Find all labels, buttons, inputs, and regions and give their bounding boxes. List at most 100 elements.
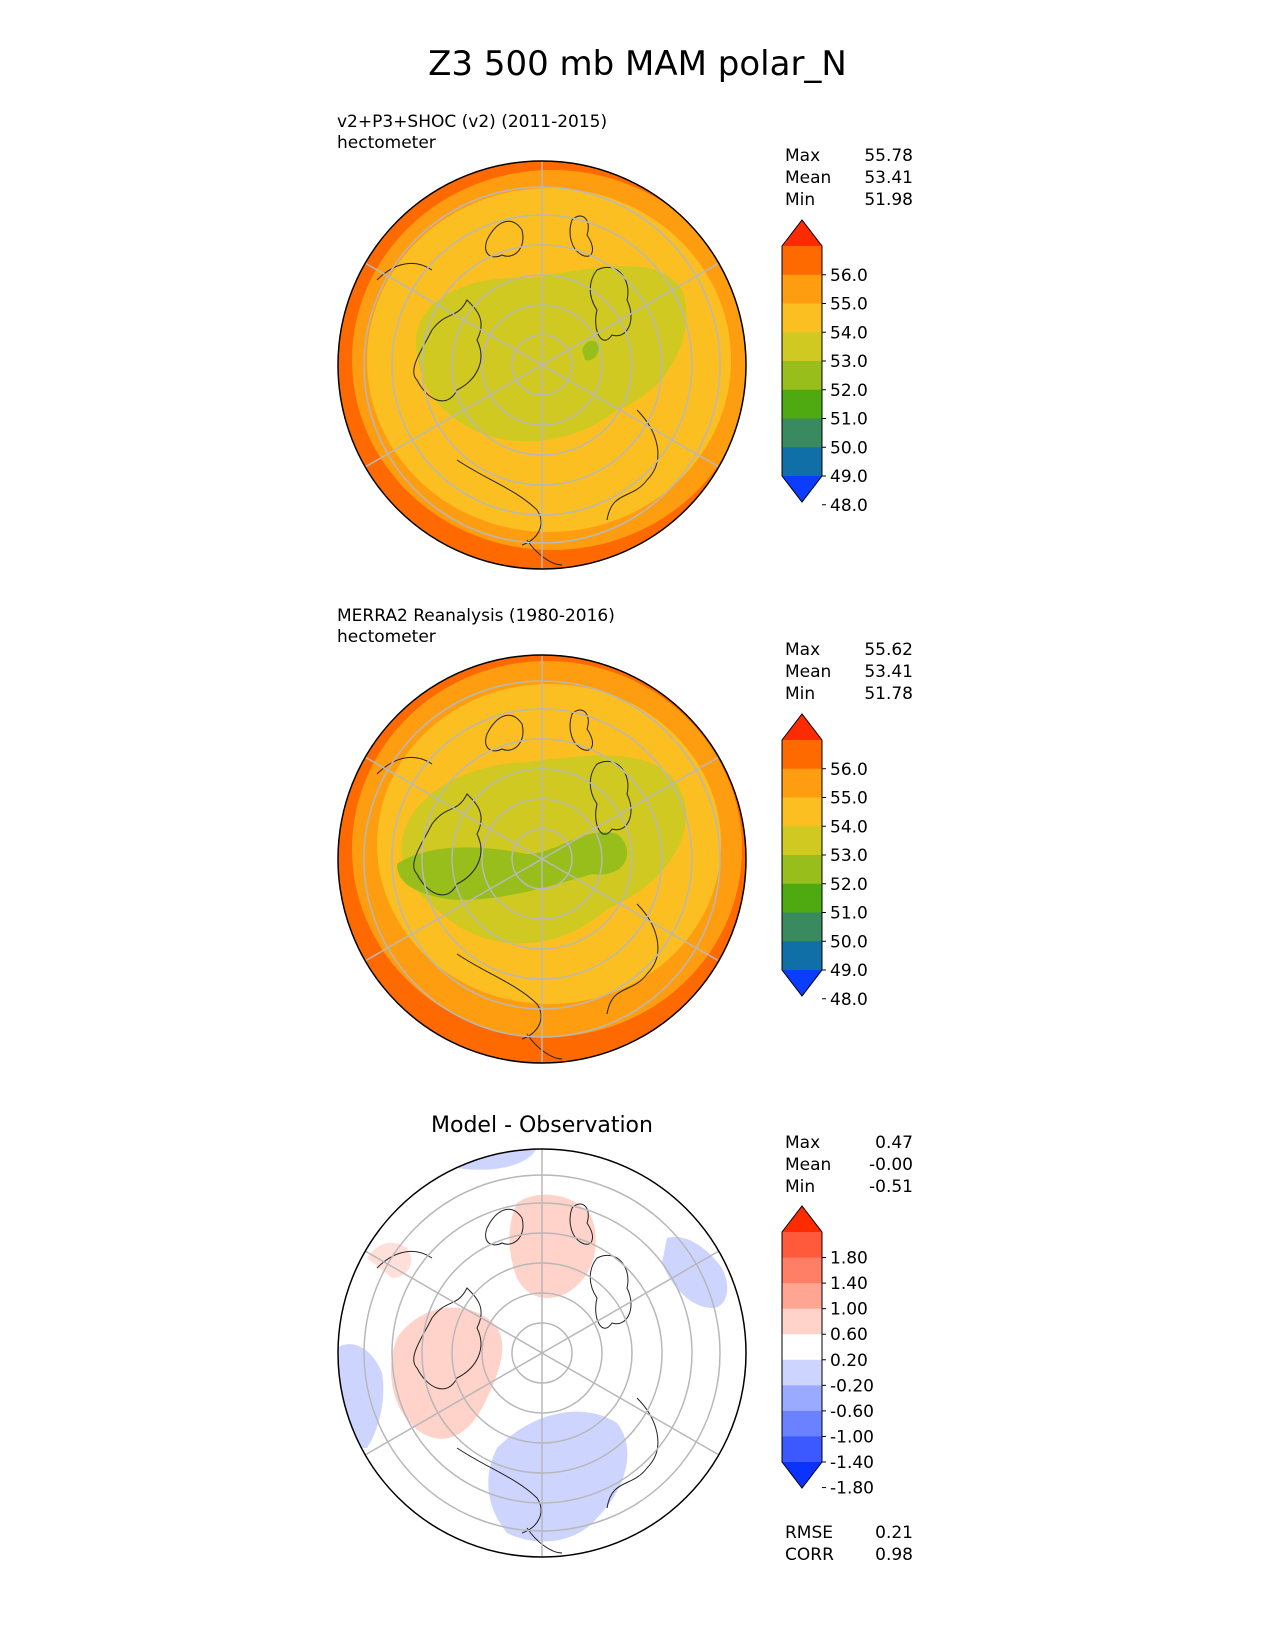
colorbar-tick-label: 51.0 bbox=[830, 904, 868, 924]
contour-positive-small bbox=[367, 1242, 412, 1278]
colorbar-tick-label: 56.0 bbox=[830, 760, 868, 780]
colorbar-segment bbox=[782, 418, 822, 448]
contour-negative-east bbox=[662, 1237, 728, 1308]
stat-max: Max 55.62 bbox=[785, 640, 913, 660]
colorbar-extend-min bbox=[782, 476, 822, 502]
colorbar-tick-label: 50.0 bbox=[830, 438, 868, 458]
map-boundary bbox=[337, 1148, 747, 1558]
colorbar-tick-label: 56.0 bbox=[830, 266, 868, 286]
colorbar-tick-label: 51.0 bbox=[830, 410, 868, 430]
colorbar-tick-label: -1.80 bbox=[830, 1479, 874, 1499]
colorbar-tick-label: 49.0 bbox=[830, 467, 868, 487]
stat-mean: Mean 53.41 bbox=[785, 662, 913, 682]
panel-2-title: MERRA2 Reanalysis (1980-2016) hectometer bbox=[337, 606, 615, 648]
panel-1-title-line: v2+P3+SHOC (v2) (2011-2015) bbox=[337, 112, 608, 132]
colorbar-segment bbox=[782, 1334, 822, 1361]
contour-positive-west bbox=[391, 1307, 503, 1439]
stat-min: Min 51.98 bbox=[785, 190, 913, 210]
colorbar-extend-min bbox=[782, 1462, 822, 1488]
colorbar-tick-label: 52.0 bbox=[830, 381, 868, 401]
colorbar-extend-max bbox=[782, 1206, 822, 1232]
panel-1-map bbox=[337, 160, 747, 570]
colorbar-extend-max bbox=[782, 714, 822, 740]
coastlines bbox=[376, 1203, 659, 1554]
metric-rmse: RMSE 0.21 bbox=[785, 1523, 913, 1543]
colorbar-segment bbox=[782, 740, 822, 770]
panel-2-title-line: MERRA2 Reanalysis (1980-2016) bbox=[337, 606, 615, 626]
metric-corr: CORR 0.98 bbox=[785, 1545, 913, 1565]
colorbar-segment bbox=[782, 447, 822, 477]
map-boundary bbox=[337, 654, 747, 1064]
colorbar-tick-label: 50.0 bbox=[830, 932, 868, 952]
panel-2-colorbar: 56.0 55.0 54.0 53.0 52.0 51.0 50.0 49.0 48.0 bbox=[781, 713, 868, 1010]
contour-51-52 bbox=[582, 340, 600, 361]
colorbar-segment bbox=[782, 1385, 822, 1412]
panel-3-stats: Max 0.47 Mean -0.00 Min -0.51 bbox=[785, 1132, 913, 1198]
colorbar-segment bbox=[782, 274, 822, 304]
colorbar-tick-label: 54.0 bbox=[830, 323, 868, 343]
panel-3-metrics: RMSE 0.21 CORR 0.98 bbox=[785, 1522, 913, 1566]
colorbar-tick-label: 49.0 bbox=[830, 961, 868, 981]
panel-1-stats: Max 55.78 Mean 53.41 Min 51.98 bbox=[785, 145, 913, 211]
graticule bbox=[363, 161, 721, 569]
colorbar-segment bbox=[782, 826, 822, 856]
stat-max: Max 0.47 bbox=[785, 1133, 913, 1153]
colorbar-tick-label: 48.0 bbox=[830, 990, 868, 1010]
colorbar-segment bbox=[782, 303, 822, 333]
colorbar-tick-label: 0.60 bbox=[830, 1325, 868, 1345]
contour-positive-north bbox=[509, 1194, 596, 1298]
colorbar-tick-label: 55.0 bbox=[830, 789, 868, 809]
colorbar-segment bbox=[782, 1359, 822, 1386]
colorbar-tick-label: 1.40 bbox=[830, 1274, 868, 1294]
colorbar-tick-label: -1.00 bbox=[830, 1427, 874, 1447]
colorbar-tick-label: 54.0 bbox=[830, 817, 868, 837]
panel-2-units: hectometer bbox=[337, 627, 436, 647]
colorbar-tick-label: 55.0 bbox=[830, 295, 868, 315]
panel-3-colorbar: 1.80 1.40 1.00 0.60 0.20 -0.20 -0.60 -1.00 -1.40… bbox=[781, 1205, 874, 1499]
panel-2-stats: Max 55.62 Mean 53.41 Min 51.78 bbox=[785, 639, 913, 705]
colorbar-tick-label: 0.20 bbox=[830, 1351, 868, 1371]
panel-3-map bbox=[337, 1148, 747, 1558]
colorbar-extend-min bbox=[782, 970, 822, 996]
colorbar-segment bbox=[782, 1308, 822, 1335]
colorbar-segment bbox=[782, 797, 822, 827]
colorbar-tick-label: -1.40 bbox=[830, 1453, 874, 1473]
panel-3-title: Model - Observation bbox=[431, 1113, 653, 1138]
stat-mean: Mean 53.41 bbox=[785, 168, 913, 188]
contour-negative-south bbox=[488, 1411, 628, 1542]
colorbar-tick-label: 1.00 bbox=[830, 1300, 868, 1320]
colorbar-segment bbox=[782, 941, 822, 971]
colorbar-tick-label: 53.0 bbox=[830, 846, 868, 866]
colorbar-tick-label: -0.20 bbox=[830, 1376, 874, 1396]
stat-min: Min 51.78 bbox=[785, 684, 913, 704]
stat-min: Min -0.51 bbox=[785, 1177, 913, 1197]
colorbar-tick-label: 1.80 bbox=[830, 1249, 868, 1269]
colorbar-segment bbox=[782, 1410, 822, 1437]
colorbar-segment bbox=[782, 912, 822, 942]
graticule bbox=[363, 655, 721, 1063]
colorbar-segment bbox=[782, 1232, 822, 1259]
colorbar-segment bbox=[782, 1436, 822, 1463]
panel-1-colorbar: 56.0 55.0 54.0 53.0 52.0 51.0 50.0 49.0 48.0 bbox=[781, 219, 868, 516]
colorbar-segment bbox=[782, 389, 822, 419]
colorbar-tick-label: 48.0 bbox=[830, 496, 868, 516]
colorbar-segment bbox=[782, 246, 822, 276]
figure-title: Z3 500 mb MAM polar_N bbox=[428, 44, 847, 84]
colorbar-segment bbox=[782, 1257, 822, 1284]
colorbar-segment bbox=[782, 361, 822, 391]
graticule bbox=[363, 1149, 721, 1557]
colorbar-tick-label: -0.60 bbox=[830, 1402, 874, 1422]
colorbar-segment bbox=[782, 768, 822, 798]
panel-1-units: hectometer bbox=[337, 133, 436, 153]
colorbar-tick-label: 52.0 bbox=[830, 875, 868, 895]
stat-mean: Mean -0.00 bbox=[785, 1155, 913, 1175]
colorbar-segment bbox=[782, 332, 822, 362]
panel-2-map bbox=[337, 654, 747, 1064]
colorbar-segment bbox=[782, 883, 822, 913]
panel-1-title: v2+P3+SHOC (v2) (2011-2015) hectometer bbox=[337, 112, 607, 154]
colorbar-segment bbox=[782, 1283, 822, 1310]
colorbar-tick-label: 53.0 bbox=[830, 352, 868, 372]
colorbar-segment bbox=[782, 855, 822, 885]
colorbar-extend-max bbox=[782, 220, 822, 246]
contour-52-53 bbox=[415, 265, 687, 442]
